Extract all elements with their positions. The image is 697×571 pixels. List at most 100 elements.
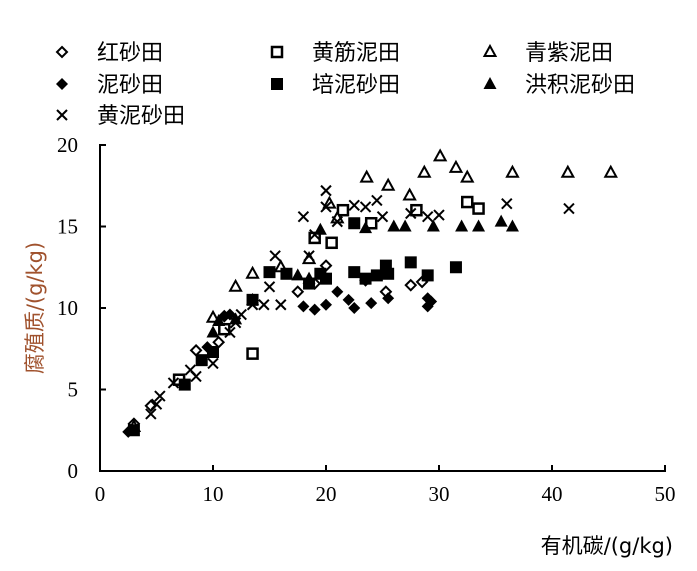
x-axis-label: 有机碳/(g/kg) <box>541 534 673 558</box>
legend-label: 青紫泥田 <box>525 41 613 66</box>
data-point <box>398 219 412 232</box>
legend-marker-icon <box>55 45 69 59</box>
legend-marker-icon <box>56 78 68 90</box>
data-point <box>376 211 389 223</box>
data-point <box>505 164 520 178</box>
data-point <box>150 398 163 410</box>
data-point <box>275 299 287 311</box>
data-point <box>228 278 243 292</box>
data-point <box>348 217 361 230</box>
series-3 <box>126 148 618 432</box>
data-point <box>320 298 332 311</box>
data-point <box>245 265 260 279</box>
axes <box>99 144 666 472</box>
data-point <box>359 169 374 183</box>
data-point <box>291 268 305 281</box>
data-point <box>291 285 305 299</box>
data-point <box>404 256 417 269</box>
data-point <box>382 292 395 305</box>
data-point <box>461 195 474 209</box>
data-point <box>280 267 293 280</box>
data-point <box>331 285 344 298</box>
data-point <box>494 214 508 227</box>
x-tick-label: 40 <box>542 482 563 506</box>
legend-marker-icon <box>270 45 284 59</box>
y-axis-label: 腐殖质/(g/kg) <box>23 242 47 374</box>
legend-label: 黄筋泥田 <box>312 41 400 66</box>
data-point <box>127 424 140 437</box>
data-point <box>421 292 434 305</box>
data-point <box>404 278 418 292</box>
data-point <box>472 202 485 215</box>
data-point <box>382 267 395 280</box>
data-point <box>189 343 203 357</box>
data-point <box>212 314 226 327</box>
data-point <box>359 221 373 234</box>
series-2 <box>172 195 485 386</box>
data-point <box>302 271 316 284</box>
data-point <box>370 269 383 282</box>
legend-item: 青紫泥田 <box>482 41 613 66</box>
legend-marker-icon <box>56 109 68 121</box>
data-point <box>432 148 448 162</box>
data-point <box>560 164 576 178</box>
data-point <box>308 228 321 241</box>
data-point <box>190 370 202 383</box>
data-point <box>303 250 315 262</box>
data-point <box>167 377 180 389</box>
data-point <box>297 300 310 313</box>
legend-label: 黄泥砂田 <box>97 104 185 129</box>
data-point <box>348 302 361 314</box>
x-tick-label: 20 <box>316 482 337 506</box>
series-5 <box>127 217 462 437</box>
data-point <box>229 316 242 329</box>
data-point <box>258 299 270 311</box>
data-point <box>235 308 247 321</box>
y-tick-label: 15 <box>57 215 78 239</box>
data-point <box>380 177 396 191</box>
data-point <box>229 312 243 325</box>
data-point <box>421 269 434 282</box>
data-point <box>455 219 469 232</box>
series-1 <box>127 259 429 431</box>
y-tick-label: 5 <box>68 378 79 402</box>
data-point <box>218 322 231 336</box>
legend-item: 红砂田 <box>55 41 163 66</box>
data-point <box>325 236 338 250</box>
data-point <box>145 408 157 420</box>
data-point <box>603 164 618 178</box>
data-point <box>308 303 321 316</box>
legend-label: 泥砂田 <box>97 73 163 98</box>
data-point <box>348 266 361 279</box>
data-point <box>297 211 310 223</box>
legend-label: 红砂田 <box>97 41 163 66</box>
data-point <box>320 272 332 285</box>
legend-label: 洪积泥砂田 <box>525 73 635 98</box>
data-point <box>359 201 372 213</box>
data-point <box>246 347 259 360</box>
data-point <box>331 215 344 228</box>
data-point <box>460 169 475 183</box>
data-point <box>417 164 432 178</box>
data-point <box>206 325 220 338</box>
legend-label: 培泥砂田 <box>312 73 400 98</box>
data-point <box>263 281 276 293</box>
data-point <box>387 219 401 232</box>
data-point <box>212 335 226 349</box>
legend-item: 洪积泥砂田 <box>483 73 635 98</box>
x-tick-label: 30 <box>429 482 450 506</box>
data-point <box>263 266 276 279</box>
data-point <box>426 219 440 232</box>
series-7 <box>145 184 575 420</box>
data-point <box>359 272 372 285</box>
x-tick-label: 10 <box>203 482 224 506</box>
data-point <box>501 197 513 210</box>
data-point <box>320 184 332 197</box>
data-point <box>205 309 221 323</box>
y-tick-label: 0 <box>68 459 79 483</box>
legend-marker-icon <box>271 78 283 90</box>
data-point <box>308 231 321 245</box>
legend-item: 培泥砂田 <box>271 73 400 98</box>
